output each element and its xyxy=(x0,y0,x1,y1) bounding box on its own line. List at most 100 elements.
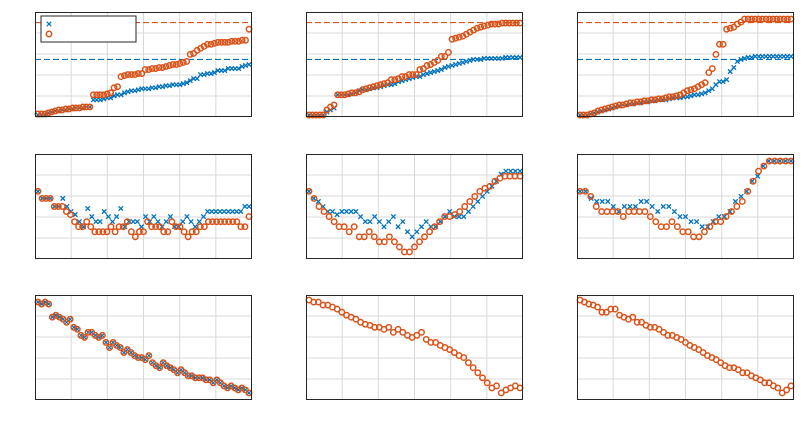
data-point-x-series-1 xyxy=(130,218,136,225)
data-point-o-series-2 xyxy=(58,106,66,114)
data-point-x-series-1 xyxy=(666,203,672,210)
data-point-x-series-1 xyxy=(235,65,242,72)
data-point-o-series-1 xyxy=(66,315,74,323)
data-point-o-series-2 xyxy=(783,15,791,23)
data-point-o-series-1 xyxy=(98,331,106,339)
data-point-o-series-2 xyxy=(221,38,229,46)
data-point-o-series-2 xyxy=(744,187,752,195)
data-point-o-series-2 xyxy=(123,218,131,226)
data-point-o-series-2 xyxy=(238,36,246,44)
data-point-o-series-2 xyxy=(312,111,320,119)
data-point-o-series-2 xyxy=(592,203,600,210)
data-point-o-series-2 xyxy=(99,228,107,236)
data-point-o-series-2 xyxy=(441,52,449,60)
axes-frame xyxy=(306,154,523,259)
data-point-o-series-2 xyxy=(204,40,211,48)
data-point-o-series-1 xyxy=(695,346,703,353)
data-point-o-series-2 xyxy=(608,103,616,111)
data-point-x-series-1 xyxy=(741,55,748,62)
data-point-o-series-2 xyxy=(416,238,423,246)
data-point-o-series-2 xyxy=(723,25,731,33)
data-point-o-series-2 xyxy=(152,223,160,231)
data-point-o-series-1 xyxy=(638,318,645,326)
data-point-x-series-1 xyxy=(734,58,741,65)
data-point-o-series-2 xyxy=(751,15,759,23)
data-point-o-series-2 xyxy=(95,228,103,236)
data-point-x-series-1 xyxy=(113,213,120,220)
data-point-x-series-1 xyxy=(720,79,726,85)
data-point-o-series-2 xyxy=(38,194,46,202)
data-point-o-series-2 xyxy=(369,83,377,91)
data-point-o-series-2 xyxy=(512,19,520,27)
axes-frame xyxy=(35,295,252,400)
axes-frame xyxy=(35,154,252,259)
data-point-o-series-1 xyxy=(352,315,360,323)
data-point-x-series-1 xyxy=(424,70,430,77)
data-point-o-series-2 xyxy=(184,233,192,241)
data-point-x-series-1 xyxy=(470,203,476,210)
data-point-o-series-2 xyxy=(684,228,692,236)
data-point-o-series-2 xyxy=(115,223,123,231)
data-point-x-series-1 xyxy=(204,208,211,215)
data-point-x-series-1 xyxy=(452,61,459,68)
data-point-o-series-2 xyxy=(760,162,768,170)
data-point-o-series-2 xyxy=(325,213,333,221)
data-point-x-series-1 xyxy=(749,54,755,61)
data-point-x-series-1 xyxy=(721,213,728,220)
data-point-o-series-1 xyxy=(743,369,751,377)
data-point-o-series-2 xyxy=(658,95,666,103)
data-point-o-series-2 xyxy=(581,187,589,195)
data-point-o-series-2 xyxy=(669,93,677,101)
data-point-o-series-2 xyxy=(390,238,398,246)
data-point-o-series-2 xyxy=(209,218,216,226)
data-point-o-series-2 xyxy=(630,99,638,107)
data-point-o-series-2 xyxy=(207,40,215,48)
data-point-o-series-2 xyxy=(320,208,328,216)
data-point-x-series-1 xyxy=(146,86,152,92)
axes-frame xyxy=(306,12,523,117)
chart-panel-2 xyxy=(305,12,524,119)
data-point-x-series-1 xyxy=(343,208,350,215)
data-point-x-series-1 xyxy=(238,208,244,215)
data-point-o-series-2 xyxy=(405,71,413,79)
data-point-o-series-2 xyxy=(83,218,91,226)
data-point-o-series-2 xyxy=(345,228,353,236)
data-point-o-series-2 xyxy=(42,194,50,202)
data-point-o-series-2 xyxy=(310,194,318,202)
data-point-o-series-2 xyxy=(360,233,368,241)
data-point-x-series-1 xyxy=(693,218,700,225)
data-point-o-series-2 xyxy=(242,36,249,44)
data-point-o-series-1 xyxy=(145,352,153,360)
data-point-o-series-2 xyxy=(445,48,452,56)
data-point-o-series-2 xyxy=(54,203,62,210)
data-point-o-series-1 xyxy=(611,305,619,313)
data-point-o-series-1 xyxy=(646,323,654,331)
data-point-o-series-2 xyxy=(722,213,730,221)
data-point-o-series-1 xyxy=(655,325,663,333)
data-point-x-series-1 xyxy=(138,224,145,230)
data-point-o-series-2 xyxy=(455,33,463,41)
data-point-o-series-2 xyxy=(687,86,695,94)
data-point-o-series-2 xyxy=(448,35,456,43)
data-point-o-series-1 xyxy=(474,369,482,377)
data-point-o-series-2 xyxy=(583,111,591,119)
data-point-o-series-2 xyxy=(423,62,431,69)
data-point-o-series-2 xyxy=(319,111,327,119)
data-point-o-series-1 xyxy=(682,339,689,346)
data-point-x-series-1 xyxy=(135,87,141,93)
data-point-o-series-2 xyxy=(241,223,249,231)
data-point-o-series-2 xyxy=(495,20,502,28)
data-point-o-series-2 xyxy=(141,66,149,74)
data-point-x-series-1 xyxy=(163,218,169,225)
data-point-x-under xyxy=(46,301,52,307)
data-point-o-series-2 xyxy=(633,98,641,106)
data-point-x-series-1 xyxy=(118,92,124,98)
data-point-x-series-1 xyxy=(180,218,186,225)
data-point-x-series-1 xyxy=(456,60,462,67)
data-point-o-series-1 xyxy=(493,382,501,390)
data-point-o-series-2 xyxy=(155,64,163,71)
data-point-o-series-2 xyxy=(487,20,495,28)
data-point-o-series-2 xyxy=(162,63,170,70)
data-point-o-series-2 xyxy=(648,96,655,104)
data-point-o-series-2 xyxy=(452,34,460,42)
